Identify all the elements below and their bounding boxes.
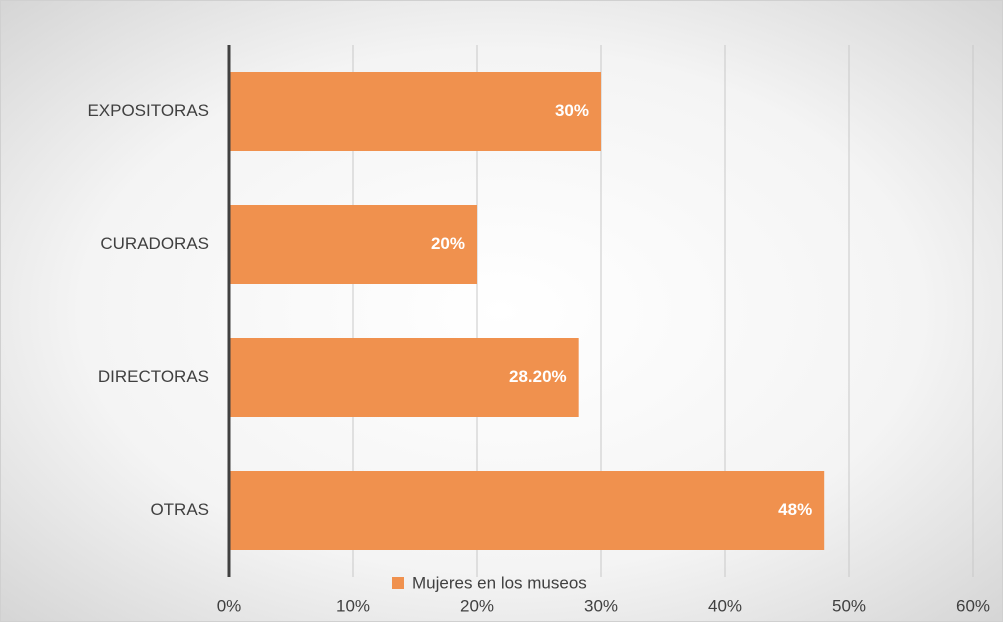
y-tick-label: DIRECTORAS	[98, 367, 209, 386]
x-tick-label: 30%	[584, 596, 618, 615]
legend-swatch	[392, 577, 404, 589]
legend-label: Mujeres en los museos	[412, 573, 587, 592]
x-tick-label: 0%	[217, 596, 242, 615]
data-label: 48%	[778, 500, 812, 519]
bar	[229, 338, 579, 417]
x-tick-label: 10%	[336, 596, 370, 615]
x-tick-label: 20%	[460, 596, 494, 615]
bar	[229, 471, 825, 550]
data-label: 30%	[555, 101, 589, 120]
y-tick-label: OTRAS	[150, 500, 209, 519]
bar	[229, 205, 477, 284]
x-tick-label: 50%	[832, 596, 866, 615]
x-tick-label: 40%	[708, 596, 742, 615]
y-tick-label: CURADORAS	[100, 234, 209, 253]
x-tick-label: 60%	[956, 596, 990, 615]
bar	[229, 72, 601, 151]
y-tick-label: EXPOSITORAS	[87, 101, 209, 120]
data-label: 20%	[431, 234, 465, 253]
data-label: 28.20%	[509, 367, 567, 386]
